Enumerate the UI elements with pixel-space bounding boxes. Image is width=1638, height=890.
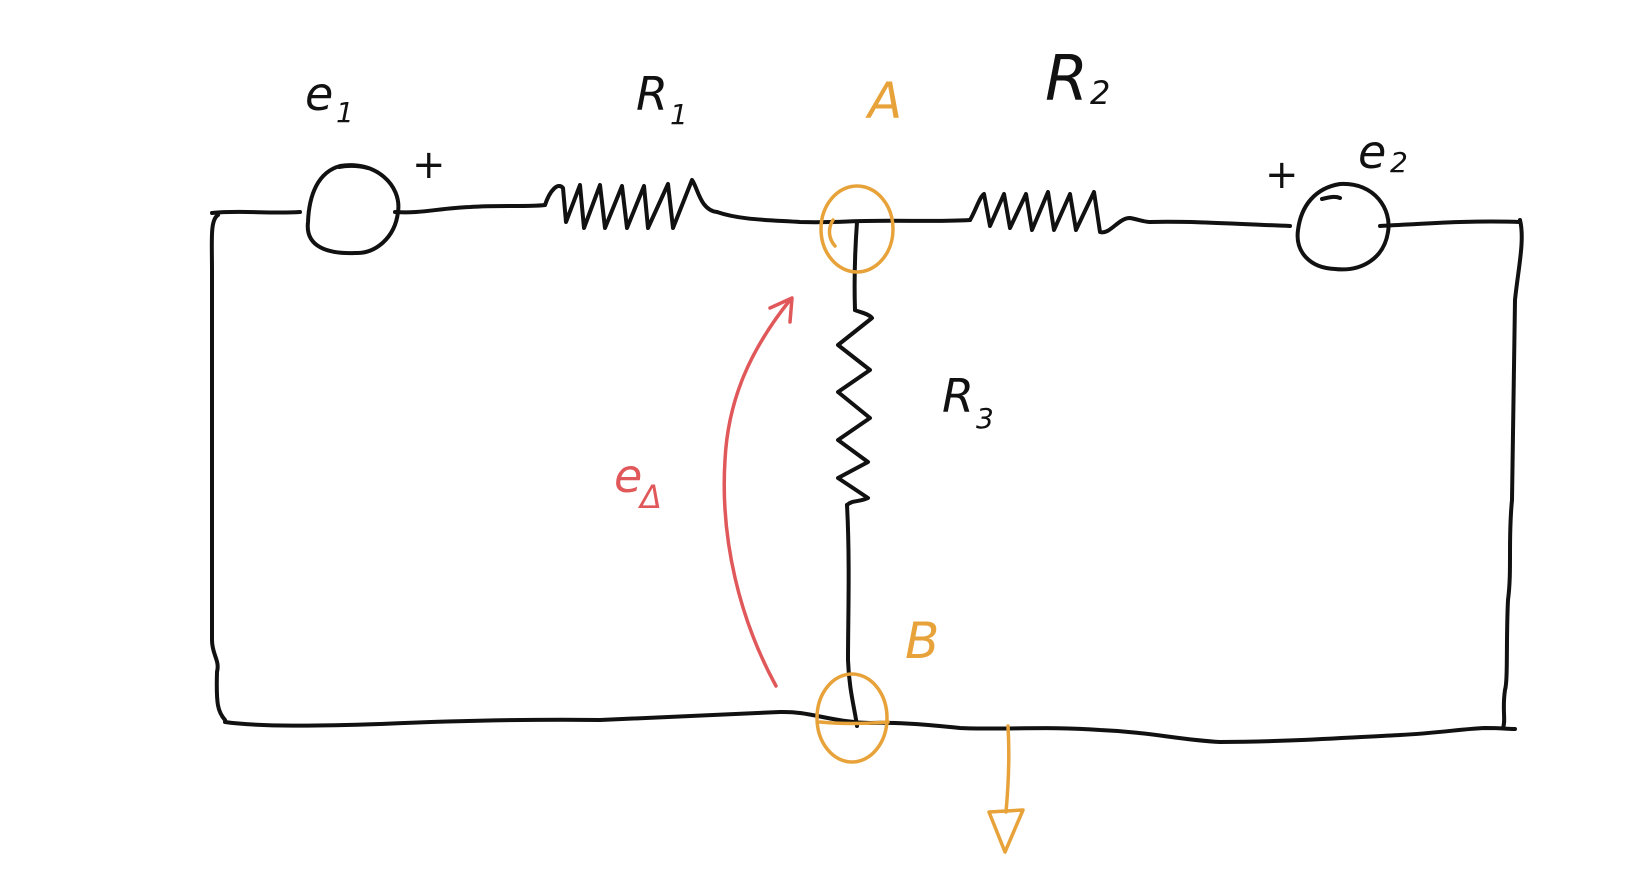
wire-a-r3 [852, 220, 859, 312]
voltage-source-icon [305, 163, 401, 256]
wire-r2-e2 [1148, 219, 1292, 228]
resistor-r1 [543, 178, 719, 230]
label-r2: R 2 [1045, 42, 1110, 115]
label-e1-sub: 1 [336, 96, 354, 129]
source-top-mark [337, 163, 370, 170]
label-r1: R 1 [636, 67, 688, 131]
wire-a-r2 [863, 218, 972, 223]
wire-r3-b [845, 503, 859, 728]
source-top-mark [1320, 194, 1342, 201]
voltage-source-icon [1295, 181, 1391, 272]
wire-right [1501, 218, 1524, 730]
label-e-delta-sub: Δ [637, 478, 662, 516]
label-r1-sub: 1 [670, 98, 688, 131]
node-a-mark [827, 218, 837, 248]
wire-bottom [223, 709, 1517, 744]
resistor-r2 [968, 190, 1152, 235]
label-r3-sub: 3 [976, 402, 994, 435]
label-r3-main: R [942, 369, 974, 423]
label-r2-main: R [1045, 42, 1088, 115]
voltage-arrow-e-delta [722, 296, 794, 688]
e2-plus-sign: + [1265, 152, 1299, 198]
label-r1-main: R [636, 67, 668, 121]
node-a-ring [819, 184, 895, 274]
label-r2-sub: 2 [1090, 74, 1110, 112]
wire-left [209, 213, 227, 722]
label-e2-main: e [1358, 125, 1386, 179]
wire-top-left [210, 209, 302, 215]
label-e1: e 1 [305, 67, 354, 129]
e1-plus-sign: + [412, 142, 446, 188]
ground-icon [987, 808, 1025, 854]
label-node-b: B [905, 612, 939, 670]
arrow-head [768, 296, 794, 324]
label-e-delta: e Δ [614, 449, 662, 516]
ground-lead [1004, 724, 1011, 814]
label-e2: e 2 [1358, 125, 1408, 179]
label-e2-sub: 2 [1390, 146, 1408, 179]
wire-top-right [1378, 219, 1522, 228]
wire-r1-a [715, 210, 867, 225]
voltage-source-e2 [1295, 181, 1391, 272]
node-b-ring [815, 672, 889, 764]
label-r3: R 3 [942, 369, 994, 435]
label-e1-main: e [305, 67, 333, 121]
circuit-wires [209, 203, 1524, 744]
voltage-source-e1 [305, 163, 401, 256]
ground [987, 724, 1025, 854]
resistor-r3 [836, 308, 874, 507]
node-b-mark [818, 720, 890, 726]
label-e-delta-main: e [614, 449, 642, 503]
voltage-arrow-icon [722, 298, 792, 688]
label-node-a: A [865, 72, 902, 130]
wire-e1-r1 [393, 203, 547, 215]
